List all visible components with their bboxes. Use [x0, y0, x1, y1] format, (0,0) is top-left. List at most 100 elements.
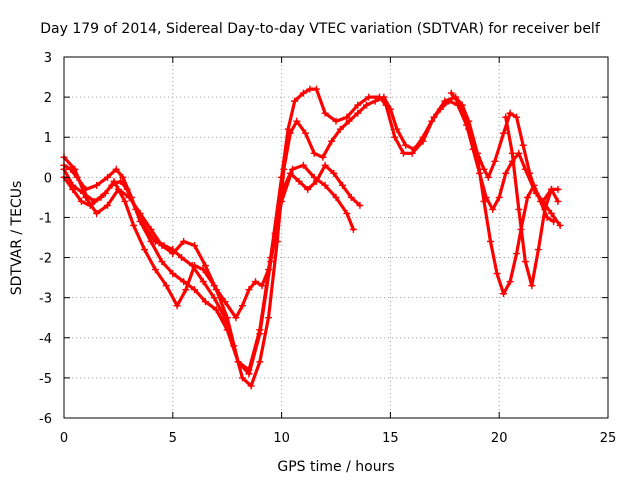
data-point-marker: [493, 270, 501, 278]
data-point-marker: [530, 181, 538, 189]
y-tick-label: 1: [44, 131, 52, 146]
data-point-marker: [332, 193, 340, 201]
data-point-marker: [513, 250, 521, 258]
data-point-marker: [141, 246, 149, 254]
data-point-marker: [500, 129, 508, 137]
data-point-marker: [232, 314, 240, 322]
data-point-marker: [336, 125, 344, 133]
data-point-marker: [506, 278, 514, 286]
data-point-marker: [321, 161, 329, 169]
series-line: [62, 87, 560, 372]
data-point-marker: [556, 221, 564, 229]
data-point-marker: [356, 201, 364, 209]
data-point-marker: [489, 205, 497, 213]
data-point-marker: [288, 165, 296, 173]
data-point-marker: [302, 129, 310, 137]
x-tick-label: 25: [600, 431, 617, 446]
data-point-marker: [380, 93, 388, 101]
data-point-marker: [247, 382, 255, 390]
data-point-marker: [502, 169, 510, 177]
data-point-marker: [245, 286, 253, 294]
y-tick-label: -5: [39, 372, 52, 387]
data-point-marker: [319, 153, 327, 161]
data-point-marker: [265, 266, 273, 274]
y-axis-label: SDTVAR / TECUs: [9, 181, 25, 296]
data-point-marker: [347, 193, 355, 201]
data-point-marker: [210, 294, 218, 302]
data-point-marker: [293, 117, 301, 125]
data-point-marker: [201, 298, 209, 306]
data-point-marker: [286, 169, 294, 177]
data-point-marker: [117, 177, 125, 185]
data-point-marker: [191, 262, 199, 270]
data-point-marker: [354, 109, 362, 117]
data-point-marker: [310, 149, 318, 157]
data-point-marker: [256, 330, 264, 338]
data-point-marker: [191, 286, 199, 294]
data-point-marker: [365, 93, 373, 101]
y-tick-label: 3: [44, 51, 52, 66]
data-point-marker: [93, 209, 101, 217]
data-point-marker: [321, 109, 329, 117]
data-point-marker: [491, 157, 499, 165]
data-point-marker: [339, 181, 347, 189]
data-point-marker: [265, 314, 273, 322]
plot-frame: [63, 56, 609, 419]
y-tick-label: -3: [39, 292, 52, 307]
data-point-marker: [541, 205, 549, 213]
data-point-marker: [312, 177, 320, 185]
data-point-marker: [528, 282, 536, 290]
y-tick-label: 2: [44, 91, 52, 106]
data-point-marker: [299, 89, 307, 97]
tick-marks: [63, 56, 609, 419]
data-point-marker: [238, 302, 246, 310]
series-line: [62, 155, 355, 376]
data-point-marker: [343, 209, 351, 217]
data-point-marker: [447, 89, 455, 97]
data-point-marker: [500, 290, 508, 298]
data-point-marker: [77, 197, 85, 205]
data-point-marker: [456, 101, 464, 109]
data-point-marker: [354, 101, 362, 109]
data-point-marker: [125, 193, 133, 201]
data-point-marker: [151, 266, 159, 274]
data-point-marker: [312, 85, 320, 93]
data-point-marker: [480, 165, 488, 173]
data-point-marker: [521, 165, 529, 173]
data-point-marker: [410, 145, 418, 153]
series-track-5: [447, 89, 558, 298]
data-point-marker: [547, 185, 555, 193]
data-point-marker: [473, 153, 481, 161]
data-point-marker: [178, 254, 186, 262]
data-point-marker: [321, 181, 329, 189]
data-point-marker: [284, 125, 292, 133]
data-point-marker: [234, 358, 242, 366]
data-point-marker: [169, 250, 177, 258]
data-point-marker: [345, 117, 353, 125]
data-point-marker: [71, 165, 79, 173]
x-tick-label: 20: [491, 431, 508, 446]
y-tick-label: -4: [39, 332, 52, 347]
data-point-marker: [508, 149, 516, 157]
data-point-marker: [238, 374, 246, 382]
data-point-marker: [330, 169, 338, 177]
data-point-marker: [349, 225, 357, 233]
y-tick-label: -2: [39, 252, 52, 267]
data-point-marker: [210, 282, 218, 290]
data-point-marker: [280, 165, 288, 173]
data-point-marker: [278, 189, 286, 197]
data-point-marker: [547, 209, 555, 217]
data-point-marker: [180, 238, 188, 246]
data-point-marker: [104, 173, 112, 181]
data-point-marker: [486, 238, 494, 246]
data-point-marker: [80, 189, 88, 197]
data-point-marker: [436, 105, 444, 113]
series-line: [62, 95, 562, 388]
data-point-marker: [286, 129, 294, 137]
data-point-marker: [182, 286, 190, 294]
x-axis-label: GPS time / hours: [277, 459, 394, 475]
data-point-marker: [521, 258, 529, 266]
data-point-marker: [550, 217, 558, 225]
series-group: [60, 85, 564, 390]
